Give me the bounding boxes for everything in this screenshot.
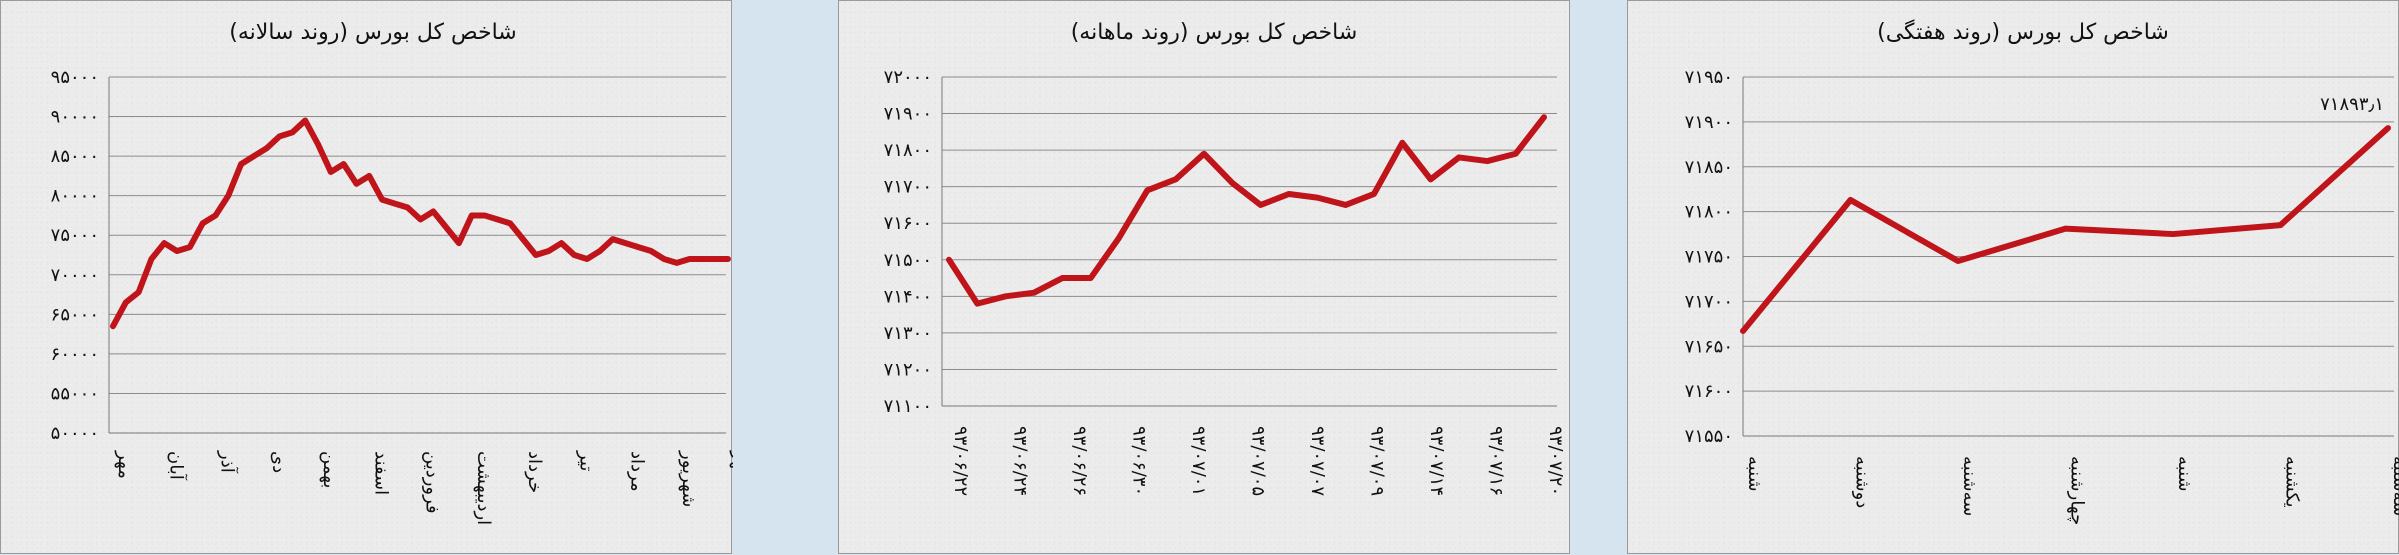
x-tick-label: شهریور [678, 450, 699, 507]
y-tick-label: ۷۱۷۰۰ [884, 177, 932, 198]
x-tick-label: آذر [217, 450, 240, 474]
x-tick-label: ۹۳/۰۷/۲۰ [1545, 426, 1566, 496]
chart-title: شاخص کل بورس (روند سالانه) [229, 20, 516, 45]
y-tick-label: ۷۱۹۵۰ [1685, 67, 1733, 88]
y-tick-label: ۸۵۰۰۰ [51, 146, 99, 167]
x-tick-label: تیر [575, 450, 596, 471]
x-tick-label: خرداد [524, 451, 545, 493]
y-tick-label: ۷۲۰۰۰ [884, 67, 932, 88]
yearly-chart: شاخص کل بورس (روند سالانه) ۹۵۰۰۰ ۹۰۰۰۰ ۸۵۰… [51, 20, 733, 525]
x-tick-label: ۹۳/۰۷/۱۴ [1426, 426, 1447, 496]
x-tick-label: ۹۳/۰۷/۰۹ [1367, 426, 1388, 496]
y-tick-label: ۷۱۶۰۰ [1685, 381, 1733, 402]
x-tick-label: شنبه [1744, 456, 1765, 492]
y-tick-label: ۶۵۰۰۰ [51, 304, 99, 325]
y-tick-label: ۵۵۰۰۰ [51, 383, 99, 404]
y-tick-label: ۷۱۱۰۰ [884, 396, 932, 417]
y-tick-label: ۷۱۲۰۰ [884, 359, 932, 380]
x-tick-label: ۹۳/۰۶/۲۴ [1010, 426, 1031, 496]
x-tick-label: آبان [165, 451, 188, 481]
x-tick-label: اردیبهشت [473, 451, 494, 525]
y-tick-label: ۷۱۸۰۰ [884, 140, 932, 161]
x-tick-label: بهمن [319, 451, 340, 488]
y-tick-label: ۷۱۵۵۰ [1685, 426, 1733, 447]
chart-panel-yearly: شاخص کل بورس (روند سالانه) ۹۵۰۰۰ ۹۰۰۰۰ ۸۵۰… [0, 0, 733, 554]
series-line [946, 114, 1547, 307]
x-tick-label: دی [268, 451, 289, 473]
y-tick-label: ۷۱۵۰۰ [884, 250, 932, 271]
chart-title: شاخص کل بورس (روند هفتگی) [1877, 19, 2169, 45]
weekly-chart: شاخص کل بورس (روند هفتگی) ۷۱۹۵۰ ۷۱۹۰۰ ۷۱۸۵… [1685, 19, 2399, 525]
x-tick-label: ۹۳/۰۶/۳۰ [1129, 426, 1150, 496]
data-label: ۷۱۸۹۳٫۱ [2320, 94, 2384, 115]
y-tick-label: ۷۱۷۵۰ [1685, 247, 1733, 268]
y-tick-label: ۷۱۶۰۰ [884, 213, 932, 234]
x-tick-label: یکشنبه [2282, 456, 2303, 508]
y-tick-label: ۷۱۸۰۰ [1685, 202, 1733, 223]
x-tick-label: اسفند [370, 451, 391, 495]
x-tick-label: شنبه [2174, 456, 2195, 492]
x-tick-label: سه‌شنبه [1959, 456, 1980, 516]
y-tick-label: ۷۱۴۰۰ [884, 286, 932, 307]
y-tick-label: ۷۱۹۰۰ [1685, 112, 1733, 133]
x-tick-label: ۹۳/۰۷/۱۶ [1486, 426, 1507, 496]
x-tick-label: ۹۳/۰۶/۲۶ [1069, 426, 1090, 496]
chart-panel-weekly: شاخص کل بورس (روند هفتگی) ۷۱۹۵۰ ۷۱۹۰۰ ۷۱۸۵… [1627, 0, 2399, 554]
chart-title: شاخص کل بورس (روند ماهانه) [1071, 20, 1358, 45]
y-tick-label: ۷۱۳۰۰ [884, 323, 932, 344]
x-tick-label: فروردین [422, 451, 443, 514]
y-tick-label: ۹۰۰۰۰ [51, 107, 99, 128]
y-tick-label: ۷۱۹۰۰ [884, 104, 932, 125]
x-tick-label: مهر [729, 450, 733, 479]
x-tick-label: مهر [114, 450, 135, 479]
chart-panel-monthly: شاخص کل بورس (روند ماهانه) ۷۲۰۰۰ ۷۱۹۰۰ ۷۱۸… [838, 0, 1570, 554]
x-tick-label: ۹۳/۰۶/۲۲ [950, 426, 971, 496]
y-tick-label: ۶۰۰۰۰ [51, 344, 99, 365]
x-tick-label: ۹۳/۰۷/۰۷ [1307, 426, 1328, 496]
y-tick-label: ۸۰۰۰۰ [51, 186, 99, 207]
x-tick-label: مرداد [627, 451, 648, 492]
y-tick-label: ۷۱۸۵۰ [1685, 157, 1733, 178]
y-tick-label: ۹۵۰۰۰ [51, 67, 99, 88]
y-tick-label: ۷۱۷۰۰ [1685, 291, 1733, 312]
y-tick-label: ۵۰۰۰۰ [51, 423, 99, 444]
series-line [1740, 125, 2391, 334]
y-tick-label: ۷۰۰۰۰ [51, 265, 99, 286]
x-tick-label: سه‌شنبه [2389, 456, 2399, 516]
x-tick-label: ۹۳/۰۷/۰۵ [1248, 426, 1269, 496]
series-line [110, 117, 731, 330]
monthly-chart: شاخص کل بورس (روند ماهانه) ۷۲۰۰۰ ۷۱۹۰۰ ۷۱۸… [884, 20, 1566, 496]
y-tick-label: ۷۵۰۰۰ [51, 225, 99, 246]
y-tick-label: ۷۱۶۵۰ [1685, 336, 1733, 357]
x-tick-label: چهارشنبه [2067, 456, 2088, 525]
x-tick-label: دوشنبه [1852, 456, 1873, 508]
x-tick-label: ۹۳/۰۷/۰۱ [1188, 426, 1209, 496]
